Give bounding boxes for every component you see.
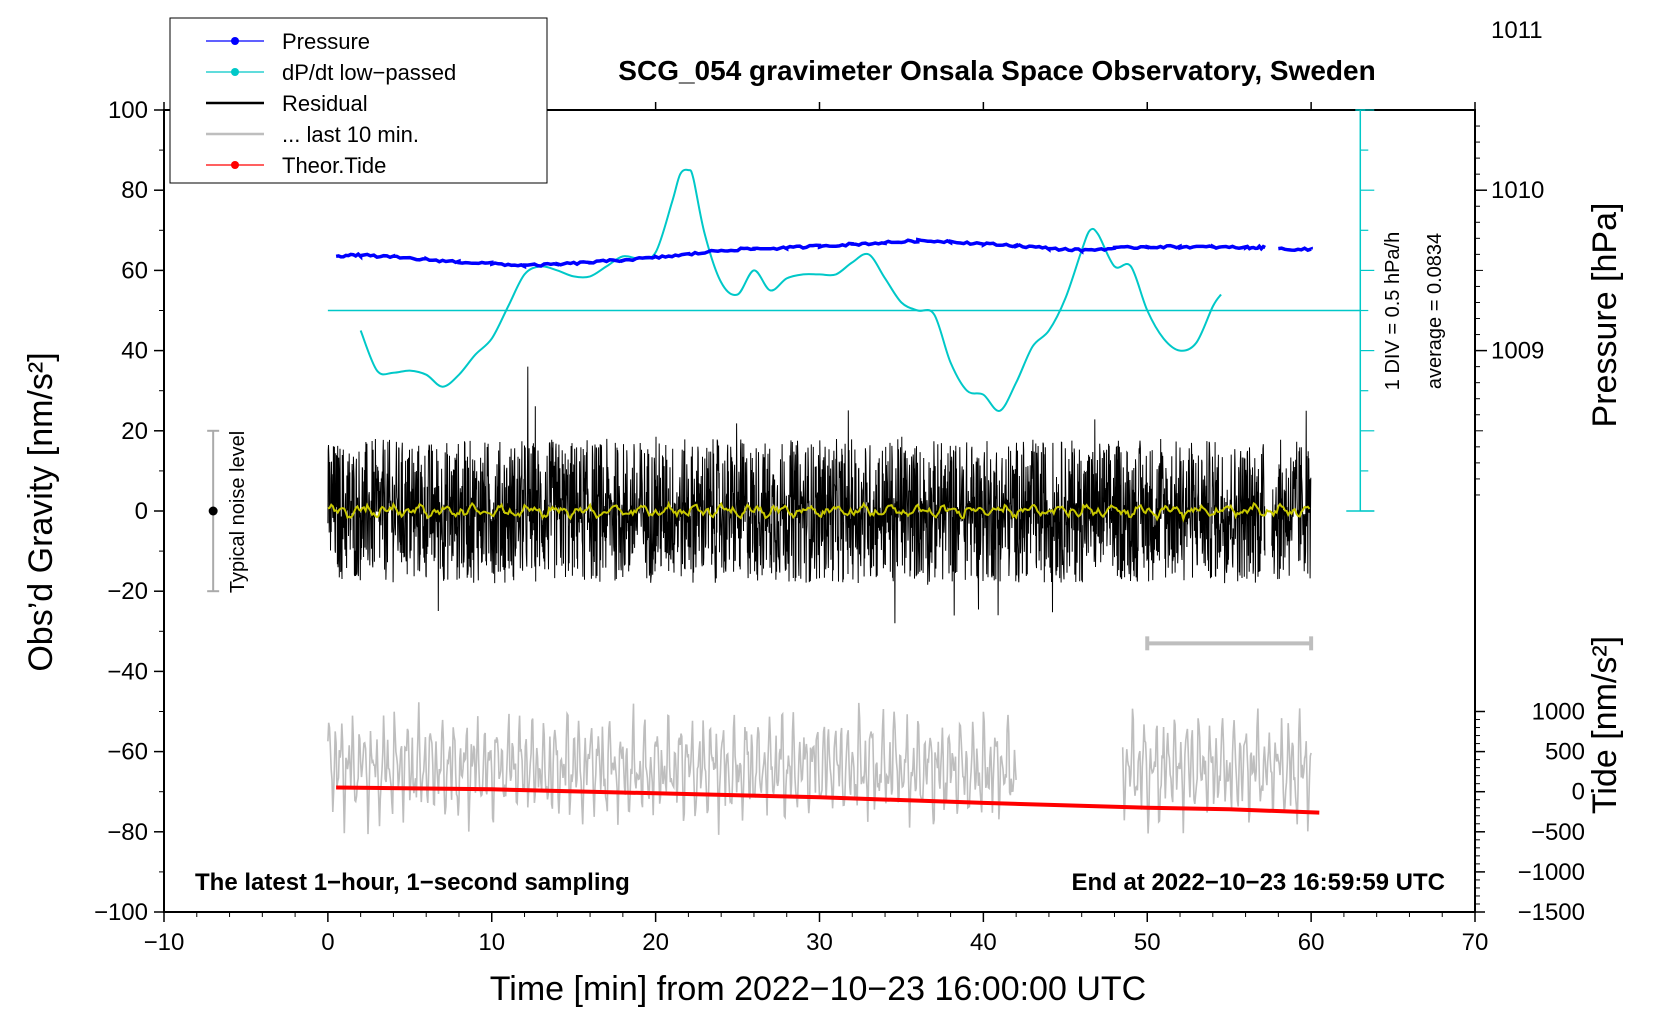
pressure-tick-label: 1009 bbox=[1491, 338, 1544, 365]
y-axis-title-left: Obs’d Gravity [nm/s²] bbox=[22, 352, 60, 671]
dpdt-average-label: average = 0.0834 bbox=[1424, 233, 1446, 389]
data-layer bbox=[327, 168, 1320, 835]
pressure-line bbox=[335, 237, 1266, 270]
pressure-tick-label: 1011 bbox=[1491, 17, 1543, 44]
legend-marker bbox=[231, 68, 239, 76]
legend-entry: Pressure bbox=[206, 29, 370, 54]
y-tick-label: −60 bbox=[107, 739, 148, 766]
x-tick-label: 50 bbox=[1134, 929, 1161, 956]
tide-tick-label: 0 bbox=[1572, 779, 1585, 806]
theoretical-tide-line bbox=[336, 785, 1320, 815]
y-tick-label: −40 bbox=[107, 658, 148, 685]
x-tick-label: 10 bbox=[478, 929, 505, 956]
x-axis-title: Time [min] from 2022−10−23 16:00:00 UTC bbox=[490, 970, 1146, 1008]
legend-entry: Residual bbox=[206, 91, 368, 116]
legend-label: Pressure bbox=[282, 29, 370, 54]
chart-title: SCG_054 gravimeter Onsala Space Observat… bbox=[618, 55, 1375, 86]
axes-layer: −10 0 10 20 30 40 50 60 70−100−80−60−40−20020406… bbox=[94, 17, 1585, 956]
legend-label: Residual bbox=[282, 91, 368, 116]
legend-label: dP/dt low−passed bbox=[282, 60, 456, 85]
y-tick-label: 60 bbox=[121, 257, 148, 284]
y-tick-label: 0 bbox=[135, 498, 148, 525]
dpdt-line bbox=[359, 168, 1222, 412]
dpdt-scale-label: 1 DIV = 0.5 hPa/h bbox=[1382, 232, 1404, 390]
tide-tick-label: −1000 bbox=[1518, 859, 1585, 886]
last-10-min-line bbox=[1121, 708, 1312, 834]
tide-tick-label: −500 bbox=[1531, 819, 1585, 846]
last-10-min-line bbox=[327, 702, 1017, 835]
legend-marker bbox=[231, 161, 239, 169]
legend-entry: Theor.Tide bbox=[206, 153, 386, 178]
y-tick-label: −20 bbox=[107, 578, 148, 605]
y-tick-label: 40 bbox=[121, 338, 148, 365]
tide-tick-label: −1500 bbox=[1518, 899, 1585, 926]
legend: Pressure dP/dt low−passed Residual ... last… bbox=[169, 17, 548, 184]
annotation-layer bbox=[207, 109, 1375, 651]
y-tick-label: −80 bbox=[107, 819, 148, 846]
legend-marker bbox=[231, 37, 239, 45]
y-tick-label: 80 bbox=[121, 177, 148, 204]
y-tick-label: −100 bbox=[94, 899, 148, 926]
x-tick-label: 0 bbox=[321, 929, 334, 956]
x-tick-label: 20 bbox=[642, 929, 669, 956]
x-tick-label: 30 bbox=[806, 929, 833, 956]
note-latest-hour: The latest 1−hour, 1−second sampling bbox=[195, 869, 630, 896]
pressure-tick-label: 1010 bbox=[1491, 177, 1544, 204]
x-tick-label: 70 bbox=[1462, 929, 1489, 956]
y-tick-label: 20 bbox=[121, 418, 148, 445]
x-tick-label: 40 bbox=[970, 929, 997, 956]
legend-entry: ... last 10 min. bbox=[206, 122, 419, 147]
y-axis-title-pressure: Pressure [hPa] bbox=[1586, 203, 1624, 428]
y-tick-label: 100 bbox=[108, 97, 148, 124]
noise-level-dot bbox=[208, 506, 218, 516]
noise-level-label: Typical noise level bbox=[227, 431, 249, 593]
x-tick-label: −10 bbox=[144, 929, 185, 956]
residual-line bbox=[327, 366, 1266, 624]
x-tick-label: 60 bbox=[1298, 929, 1325, 956]
pressure-line bbox=[1278, 246, 1313, 253]
tide-tick-label: 500 bbox=[1545, 739, 1585, 766]
legend-entry: dP/dt low−passed bbox=[206, 60, 456, 85]
legend-label: Theor.Tide bbox=[282, 153, 386, 178]
y-axis-title-tide: Tide [nm/s²] bbox=[1586, 636, 1624, 814]
legend-label: ... last 10 min. bbox=[282, 122, 419, 147]
note-end-time: End at 2022−10−23 16:59:59 UTC bbox=[1071, 869, 1445, 896]
tide-tick-label: 1000 bbox=[1532, 699, 1585, 726]
residual-smoothed-line bbox=[327, 500, 1311, 523]
legend-box bbox=[169, 17, 548, 184]
residual-line bbox=[1271, 410, 1312, 580]
